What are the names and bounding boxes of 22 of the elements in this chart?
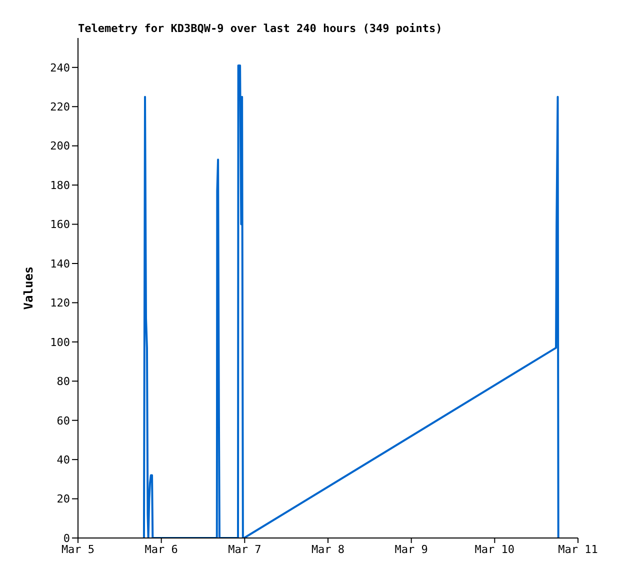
y-axis-title: Values	[21, 266, 36, 310]
y-tick-label: 80	[56, 375, 70, 388]
x-tick-label: Mar 5	[61, 542, 95, 556]
y-tick-label: 120	[50, 296, 70, 310]
y-tick-label: 240	[50, 61, 70, 74]
y-tick-label: 0	[63, 532, 70, 545]
x-tick-label: Mar 6	[144, 542, 178, 556]
chart-title: Telemetry for KD3BQW-9 over last 240 hours (349 points)	[78, 22, 442, 35]
x-tick-label: Mar 8	[311, 542, 345, 556]
y-tick-label: 160	[50, 218, 70, 232]
y-tick-label: 180	[50, 178, 70, 192]
y-tick-label: 40	[56, 453, 70, 466]
x-tick-label: Mar 7	[228, 542, 262, 556]
y-tick-label: 220	[50, 100, 70, 114]
y-tick-label: 60	[56, 414, 70, 428]
x-tick-label: Mar 11	[558, 542, 598, 556]
y-tick-label: 140	[50, 257, 70, 270]
y-tick-label: 20	[56, 492, 70, 506]
y-tick-label: 100	[50, 336, 70, 349]
x-tick-label: Mar 9	[394, 542, 428, 556]
y-tick-label: 200	[50, 140, 70, 153]
x-tick-label: Mar 10	[474, 542, 515, 556]
